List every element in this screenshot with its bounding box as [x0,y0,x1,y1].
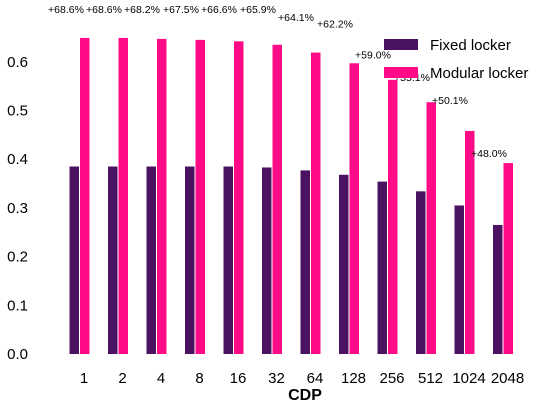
y-axis: 0.0 0.1 0.2 0.3 0.4 0.5 0.6 [7,54,28,363]
bar-fixed-locker-1024 [454,205,464,354]
percent-annotation: +59.0% [355,50,391,62]
bar-fixed-locker-16 [223,166,233,354]
bar-fixed-locker-256 [377,181,387,354]
bar-modular-locker-2048 [503,163,513,354]
bar-modular-locker-256 [388,79,398,354]
x-tick-label: 128 [341,370,366,387]
y-tick-label: 0.2 [7,249,28,266]
percent-annotation: +68.2% [124,4,160,16]
x-tick-label: 2048 [491,370,524,387]
y-tick-label: 0.5 [7,103,28,120]
percent-annotation: +66.6% [201,4,237,16]
x-tick-label: 16 [230,370,247,387]
bar-fixed-locker-8 [185,166,195,354]
legend-label-modular-locker: Modular locker [430,65,528,82]
bar-fixed-locker-64 [300,170,310,354]
bar-modular-locker-4 [157,38,167,354]
bar-modular-locker-1 [80,37,90,354]
bar-fixed-locker-32 [262,167,272,354]
percent-annotation: +62.2% [317,19,353,31]
percent-annotation: +64.1% [278,12,314,24]
legend-swatch-modular-locker [384,67,418,78]
x-tick-label: 1 [80,370,88,387]
x-tick-label: 512 [418,370,443,387]
legend-label-fixed-locker: Fixed locker [430,37,511,54]
legend: Fixed locker Modular locker [384,37,528,82]
bars [69,37,513,355]
bar-fixed-locker-2048 [493,224,503,354]
percent-annotation: +50.1% [432,95,468,107]
x-tick-label: 8 [195,370,203,387]
y-tick-label: 0.4 [7,151,28,168]
x-tick-label: 2 [118,370,126,387]
bar-modular-locker-32 [272,44,282,354]
y-tick-label: 0.6 [7,54,28,71]
percent-annotation: +68.6% [86,4,122,16]
x-tick-label: 1024 [452,370,485,387]
percent-annotation: +65.9% [240,4,276,16]
bar-modular-locker-512 [426,102,436,354]
percent-annotation: +68.6% [48,4,84,16]
bar-fixed-locker-4 [146,166,156,354]
bar-modular-locker-16 [234,41,244,354]
bar-fixed-locker-2 [108,166,118,354]
bar-fixed-locker-512 [416,191,426,354]
x-tick-label: 32 [268,370,285,387]
x-axis: 1 2 4 8 16 32 64 128 256 512 1024 2048 [80,370,524,387]
bar-modular-locker-2 [118,37,128,354]
bar-fixed-locker-1 [69,166,79,354]
bar-modular-locker-8 [195,39,205,354]
x-tick-label: 256 [379,370,404,387]
x-tick-label: 4 [157,370,165,387]
percent-annotation: +67.5% [163,4,199,16]
x-tick-label: 64 [307,370,324,387]
y-tick-label: 0.1 [7,297,28,314]
bar-modular-locker-128 [349,63,359,355]
legend-swatch-fixed-locker [384,39,418,50]
x-axis-label: CDP [288,387,322,404]
y-tick-label: 0.0 [7,346,28,363]
percent-annotations: +68.6% +68.6% +68.2% +67.5% +66.6% +65.9%+64.… [48,4,507,160]
bar-modular-locker-1024 [465,130,475,354]
bar-modular-locker-64 [311,52,321,355]
percent-annotation: +48.0% [471,148,507,160]
y-tick-label: 0.3 [7,200,28,217]
bar-fixed-locker-128 [339,174,349,354]
